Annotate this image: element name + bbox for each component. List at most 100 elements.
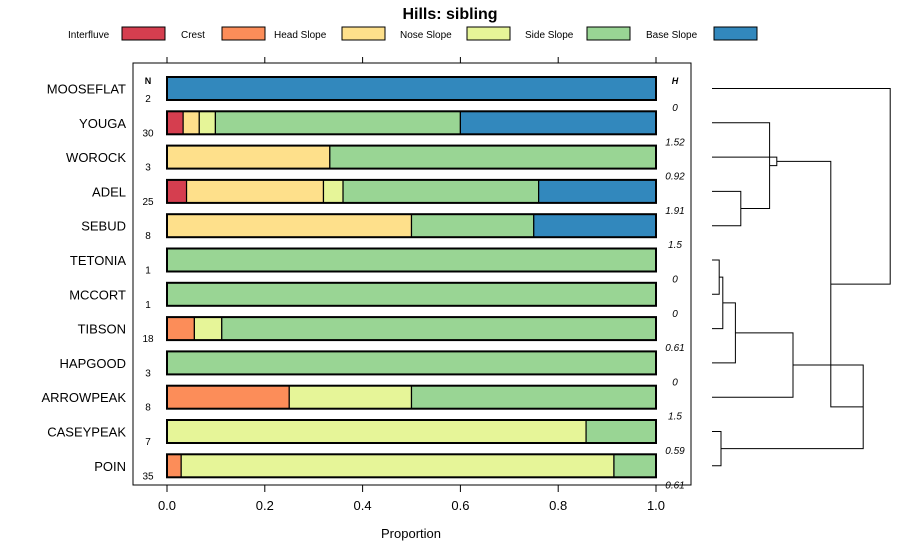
h-value: 0 <box>672 309 678 320</box>
h-value: 0.59 <box>665 446 685 457</box>
bar-segment <box>322 179 344 204</box>
x-tick-label: 0.4 <box>354 498 372 513</box>
bar-segment <box>459 110 657 135</box>
x-tick-label: 1.0 <box>647 498 665 513</box>
bar-segment <box>166 385 290 410</box>
bar-segment <box>166 282 657 307</box>
x-axis-title: Proportion <box>381 526 441 541</box>
h-value: 1.52 <box>665 137 685 148</box>
bar-row: POIN 35 0.61 <box>94 453 685 491</box>
bar-row: WOROCK 3 0.92 <box>66 144 685 183</box>
x-axis: 0.0 0.2 0.4 0.6 0.8 1.0 <box>158 57 665 513</box>
category-label: YOUGA <box>79 116 126 131</box>
bar-segment <box>342 179 540 204</box>
n-value: 3 <box>145 163 151 174</box>
dendrogram <box>712 88 891 467</box>
legend-swatch <box>121 26 166 41</box>
bar-row: TETONIA 1 0 <box>70 247 678 286</box>
n-value: 18 <box>142 334 154 345</box>
bar-segment <box>166 316 195 341</box>
bar-row: SEBUD 8 1.5 <box>81 213 682 251</box>
plot-frame <box>132 62 692 486</box>
dendrogram-link <box>712 431 722 467</box>
bar-outline <box>166 144 657 170</box>
n-value: 1 <box>145 266 151 277</box>
dendrogram-link <box>712 88 891 285</box>
bar-segment <box>166 179 188 204</box>
legend-swatch <box>341 26 386 41</box>
h-value: 0 <box>672 103 678 114</box>
n-value: 8 <box>145 231 151 242</box>
n-value: 8 <box>145 403 151 414</box>
legend-swatch <box>713 26 758 41</box>
dendrogram-link <box>712 190 742 227</box>
category-label: MOOSEFLAT <box>47 82 126 97</box>
n-value: 25 <box>142 197 154 208</box>
n-value: 1 <box>145 300 151 311</box>
x-tick-label: 0.0 <box>158 498 176 513</box>
bar-segment <box>613 453 657 478</box>
h-value: 0 <box>672 275 678 286</box>
bar-outline <box>166 384 657 410</box>
bar-segment <box>185 179 325 204</box>
bar-row: MOOSEFLAT 2 0 <box>47 76 678 114</box>
category-label: WOROCK <box>66 150 126 165</box>
bar-outline <box>166 213 657 239</box>
dendrogram-link <box>712 156 778 167</box>
legend: Interfluve Crest Head Slope Nose Slope Side … <box>68 26 758 41</box>
bar-outline <box>166 178 657 204</box>
n-value: 2 <box>145 94 151 105</box>
bar-segment <box>410 385 657 410</box>
bar-segment <box>533 213 657 238</box>
category-label: POIN <box>94 459 126 474</box>
bar-segment <box>166 419 587 444</box>
legend-label: Head Slope <box>274 30 327 41</box>
h-value: 0.92 <box>665 172 685 183</box>
bar-outline <box>166 316 657 342</box>
bar-outline <box>166 350 657 376</box>
n-column-header: N <box>145 76 152 86</box>
bar-outline <box>166 110 657 136</box>
n-value: 7 <box>145 437 151 448</box>
category-label: HAPGOOD <box>60 356 126 371</box>
legend-label: Base Slope <box>646 30 698 41</box>
category-label: ADEL <box>92 184 126 199</box>
bar-segment <box>166 213 413 238</box>
h-value: 0 <box>672 377 678 388</box>
bar-row: ADEL 25 1.91 <box>92 178 685 217</box>
category-label: TIBSON <box>78 322 126 337</box>
bar-segment <box>329 145 657 170</box>
bar-segment <box>166 350 657 375</box>
category-label: SEBUD <box>81 219 126 234</box>
bar-outline <box>166 247 657 273</box>
bar-segment <box>585 419 657 444</box>
category-label: MCCORT <box>69 287 126 302</box>
n-value: 35 <box>142 471 154 482</box>
bar-outline <box>166 281 657 307</box>
dendrogram-link <box>712 302 736 364</box>
bar-row: MCCORT 1 0 <box>69 281 678 320</box>
bar-segment <box>221 316 657 341</box>
n-value: 3 <box>145 368 151 379</box>
bar-outline <box>166 419 657 444</box>
bar-row: TIBSON 18 0.61 <box>78 316 685 354</box>
bar-segment <box>166 247 657 273</box>
bar-row: HAPGOOD 3 0 <box>60 350 678 388</box>
x-tick-label: 0.8 <box>549 498 567 513</box>
bar-outline <box>166 453 657 479</box>
x-tick-label: 0.6 <box>451 498 469 513</box>
bar-row: YOUGA 30 1.52 <box>79 110 685 148</box>
dendrogram-link <box>712 332 794 398</box>
x-tick-label: 0.2 <box>256 498 274 513</box>
bar-segment <box>214 110 461 135</box>
bar-row: CASEYPEAK 7 0.59 <box>47 419 685 457</box>
category-label: ARROWPEAK <box>41 390 126 405</box>
bar-segment <box>288 385 413 410</box>
chart-title: Hills: sibling <box>402 6 497 23</box>
legend-label: Crest <box>181 30 205 41</box>
bar-segment <box>180 453 615 478</box>
h-value: 1.5 <box>668 240 682 251</box>
bar-segment <box>182 110 200 135</box>
